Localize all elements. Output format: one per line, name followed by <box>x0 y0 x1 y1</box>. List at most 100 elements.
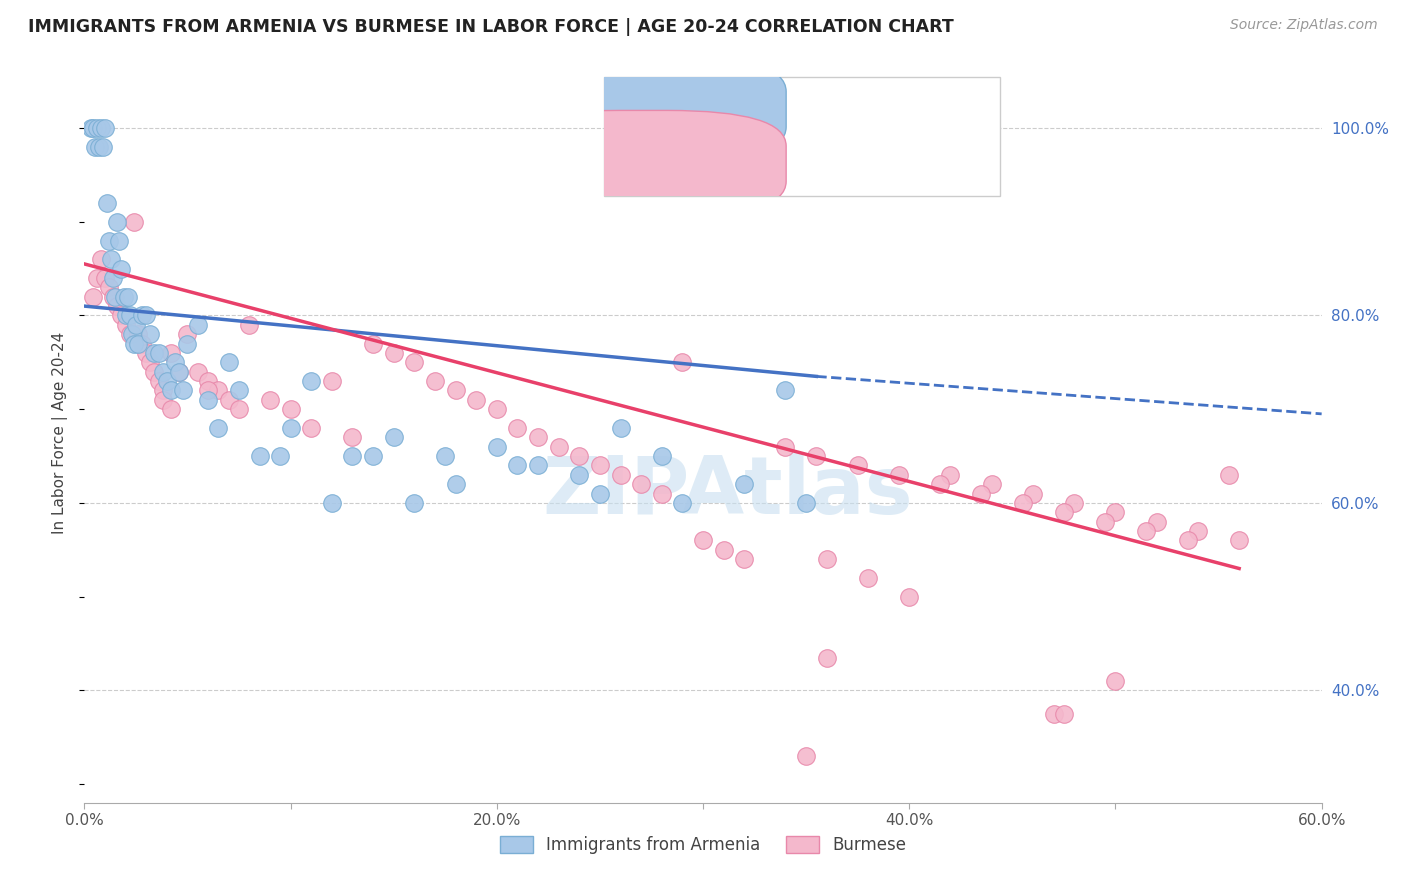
Point <box>815 650 838 665</box>
Point <box>117 290 139 304</box>
Point <box>197 392 219 407</box>
Point <box>1053 505 1076 519</box>
Point <box>108 234 131 248</box>
Point <box>733 552 755 566</box>
Point <box>1177 533 1199 548</box>
Point <box>114 318 136 332</box>
Point <box>121 327 143 342</box>
Point <box>98 280 121 294</box>
Point <box>98 234 121 248</box>
Point <box>114 309 136 323</box>
Point <box>342 449 364 463</box>
Point <box>568 467 591 482</box>
Point <box>176 336 198 351</box>
Point <box>90 252 112 267</box>
Point <box>651 486 673 500</box>
Point <box>238 318 260 332</box>
Point <box>103 271 125 285</box>
Point <box>671 355 693 369</box>
Point <box>103 290 125 304</box>
Y-axis label: In Labor Force | Age 20-24: In Labor Force | Age 20-24 <box>52 332 69 533</box>
Point <box>100 252 122 267</box>
Point <box>207 384 229 398</box>
Point <box>1218 467 1240 482</box>
Point <box>434 449 457 463</box>
Point <box>187 365 209 379</box>
Point <box>176 327 198 342</box>
Point <box>485 440 508 454</box>
Point <box>249 449 271 463</box>
Point <box>1104 673 1126 688</box>
Point <box>929 477 952 491</box>
Point <box>1053 706 1076 721</box>
Point <box>361 336 384 351</box>
Point <box>547 440 569 454</box>
Point <box>122 215 145 229</box>
Point <box>794 748 817 763</box>
Point <box>887 467 910 482</box>
Point <box>152 384 174 398</box>
Point <box>630 477 652 491</box>
Point <box>197 374 219 388</box>
Point <box>342 430 364 444</box>
Point <box>86 121 108 136</box>
Point <box>143 365 166 379</box>
Point <box>382 346 405 360</box>
Point <box>444 384 467 398</box>
Point <box>444 477 467 491</box>
Text: IMMIGRANTS FROM ARMENIA VS BURMESE IN LABOR FORCE | AGE 20-24 CORRELATION CHART: IMMIGRANTS FROM ARMENIA VS BURMESE IN LA… <box>28 18 953 36</box>
Point <box>152 365 174 379</box>
Point <box>172 384 194 398</box>
Point <box>485 402 508 417</box>
Point <box>160 346 183 360</box>
Point <box>218 355 240 369</box>
Point <box>94 271 117 285</box>
Point <box>156 374 179 388</box>
Point <box>83 140 105 154</box>
Point <box>259 392 281 407</box>
Point <box>775 440 797 454</box>
Point <box>110 309 132 323</box>
Point <box>131 309 153 323</box>
Point <box>118 327 141 342</box>
Point <box>280 421 302 435</box>
Point <box>112 290 135 304</box>
Point <box>321 374 343 388</box>
Point <box>1146 515 1168 529</box>
Point <box>815 552 838 566</box>
Point <box>122 336 145 351</box>
Point <box>1022 486 1045 500</box>
Point <box>167 365 190 379</box>
Point <box>1104 505 1126 519</box>
Point <box>898 590 921 604</box>
Point <box>79 121 101 136</box>
Point <box>1042 706 1064 721</box>
Point <box>806 449 828 463</box>
Point <box>94 121 117 136</box>
Point <box>91 140 114 154</box>
Point <box>671 496 693 510</box>
Point <box>218 392 240 407</box>
Point <box>90 121 112 136</box>
Point <box>127 327 149 342</box>
Point <box>692 533 714 548</box>
Point <box>228 402 250 417</box>
Point <box>856 571 879 585</box>
Point <box>131 336 153 351</box>
Point <box>506 458 529 473</box>
Point <box>118 309 141 323</box>
Point <box>143 346 166 360</box>
Point <box>1187 524 1209 538</box>
Point <box>139 355 162 369</box>
Point <box>527 430 550 444</box>
Point <box>105 215 128 229</box>
Point <box>139 327 162 342</box>
Point <box>110 261 132 276</box>
Text: ZIPAtlas: ZIPAtlas <box>543 453 912 531</box>
Point <box>980 477 1002 491</box>
Point <box>148 374 170 388</box>
Point <box>160 402 183 417</box>
Point <box>321 496 343 510</box>
Point <box>152 392 174 407</box>
Point <box>794 496 817 510</box>
